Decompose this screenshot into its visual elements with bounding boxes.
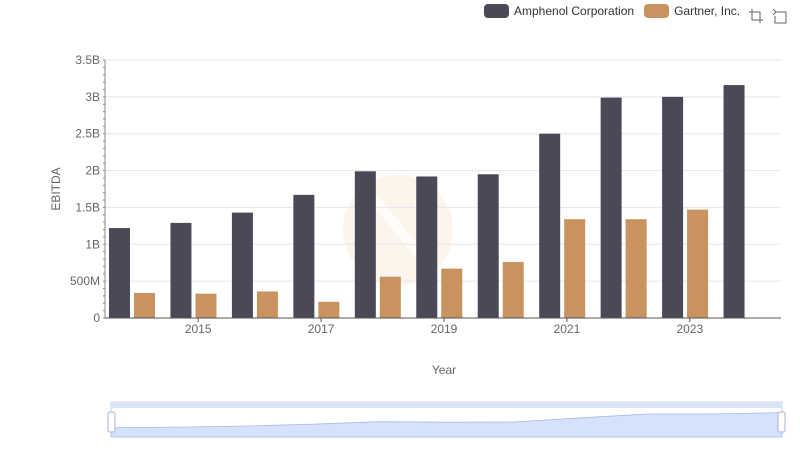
bar-gartner[interactable]: [318, 301, 340, 318]
legend-item-gartner[interactable]: Gartner, Inc.: [644, 4, 740, 18]
legend-item-amphenol[interactable]: Amphenol Corporation: [484, 4, 634, 18]
bar-amphenol[interactable]: [354, 171, 376, 318]
bar-gartner[interactable]: [625, 219, 647, 318]
bar-amphenol[interactable]: [723, 85, 745, 318]
bar-gartner[interactable]: [256, 291, 278, 318]
bar-gartner[interactable]: [195, 293, 217, 318]
bars-group: [109, 85, 745, 318]
legend-swatch-amphenol: [484, 4, 509, 18]
x-tick-label: 2023: [676, 322, 703, 336]
chart-legend: Amphenol Corporation Gartner, Inc.: [484, 4, 750, 18]
bar-gartner[interactable]: [134, 292, 155, 318]
slider-top-bar: [111, 402, 782, 408]
zoom-icon[interactable]: [748, 8, 764, 24]
axes: 0 500M 1B 1.5B 2B 2.5B 3B 3.5B 2015 2017 2019 2021 2…: [70, 53, 781, 336]
bar-amphenol[interactable]: [170, 222, 192, 318]
y-tick-label: 1.5B: [75, 200, 100, 214]
y-tick-label: 1B: [85, 237, 100, 251]
slider-handle-right[interactable]: [777, 411, 786, 433]
x-tick-label: 2021: [554, 322, 581, 336]
chart-toolbox: [748, 8, 796, 24]
x-axis-title: Year: [432, 363, 456, 377]
restore-icon[interactable]: [772, 8, 788, 24]
bar-gartner[interactable]: [441, 268, 463, 318]
bar-gartner[interactable]: [687, 209, 709, 318]
y-axis-title: EBITDA: [49, 167, 63, 210]
x-tick-label: 2019: [431, 322, 458, 336]
data-zoom-slider[interactable]: [107, 401, 786, 438]
bar-gartner[interactable]: [564, 219, 586, 318]
bar-amphenol[interactable]: [600, 97, 622, 318]
slider-preview-area: [110, 412, 783, 438]
legend-label-gartner: Gartner, Inc.: [674, 4, 741, 18]
slider-handle-left[interactable]: [107, 411, 116, 433]
bar-amphenol[interactable]: [477, 174, 499, 318]
bar-amphenol[interactable]: [109, 228, 130, 318]
y-tick-label: 3.5B: [75, 53, 100, 67]
y-tick-label: 3B: [85, 90, 100, 104]
bar-amphenol[interactable]: [293, 194, 315, 318]
bar-gartner[interactable]: [502, 261, 524, 318]
bar-amphenol[interactable]: [539, 133, 561, 318]
y-tick-label: 2B: [85, 164, 100, 178]
legend-swatch-gartner: [644, 4, 670, 18]
bar-amphenol[interactable]: [662, 96, 684, 318]
y-tick-label: 2.5B: [75, 127, 100, 141]
bar-gartner[interactable]: [379, 276, 401, 318]
y-tick-label: 0: [93, 311, 100, 325]
bar-amphenol[interactable]: [231, 212, 253, 318]
bar-amphenol[interactable]: [416, 176, 438, 318]
x-tick-label: 2015: [185, 322, 212, 336]
legend-label-amphenol: Amphenol Corporation: [514, 4, 635, 18]
x-tick-label: 2017: [308, 322, 335, 336]
y-tick-label: 500M: [70, 274, 100, 288]
